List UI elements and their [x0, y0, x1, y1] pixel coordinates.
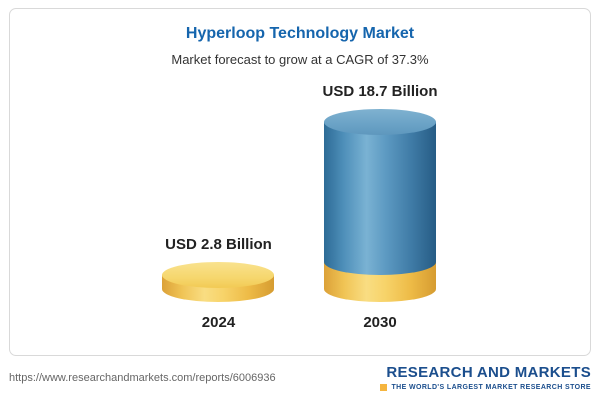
- research-and-markets-logo: RESEARCH AND MARKETS THE WORLD'S LARGEST…: [380, 364, 591, 392]
- bar-2030: [324, 109, 436, 302]
- logo-name-text: RESEARCH AND MARKETS: [386, 363, 591, 381]
- bar-chart: USD 2.8 Billion 2024 USD 18.7 Billion 20…: [10, 73, 590, 331]
- logo-tagline-row: THE WORLD'S LARGEST MARKET RESEARCH STOR…: [380, 384, 591, 392]
- axis-label-2030: 2030: [363, 314, 397, 331]
- report-url-link[interactable]: https://www.researchandmarkets.com/repor…: [9, 372, 276, 384]
- bar-2024: [162, 262, 275, 302]
- axis-label-2024: 2024: [201, 314, 236, 331]
- chart-subtitle: Market forecast to grow at a CAGR of 37.…: [171, 52, 429, 67]
- bar-group-2030: USD 18.7 Billion 2030: [322, 83, 437, 331]
- bar-2030-top-ellipse: [324, 109, 436, 136]
- logo-accent-square-icon: [380, 384, 388, 392]
- value-label-2024: USD 2.8 Billion: [165, 236, 272, 254]
- bar-group-2024: USD 2.8 Billion 2024: [162, 236, 275, 331]
- chart-title: Hyperloop Technology Market: [185, 25, 415, 42]
- bar-2024-top-ellipse: [162, 262, 275, 289]
- value-label-2030: USD 18.7 Billion: [322, 83, 438, 101]
- logo-tagline-text: THE WORLD'S LARGEST MARKET RESEARCH STOR…: [391, 383, 591, 391]
- chart-card: Hyperloop Technology Market Market forec…: [9, 8, 591, 356]
- bar-2030-body: [324, 122, 436, 276]
- footer: https://www.researchandmarkets.com/repor…: [0, 356, 600, 400]
